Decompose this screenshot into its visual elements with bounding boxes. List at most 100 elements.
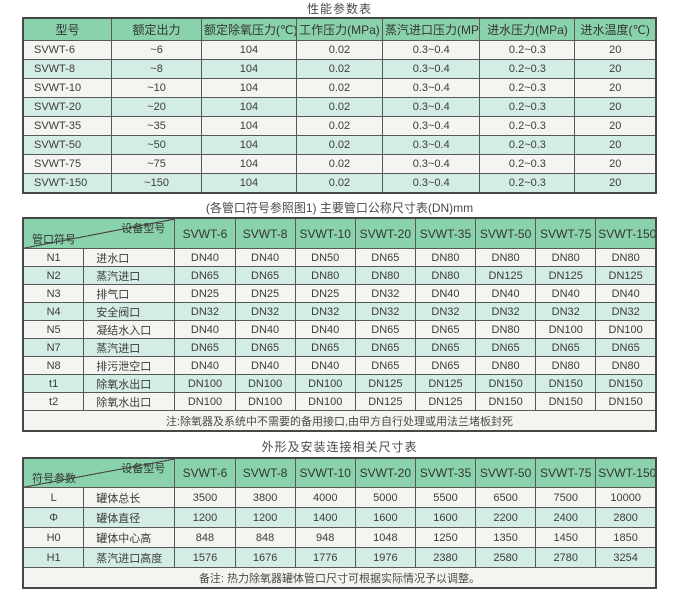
value-cell: 4000 bbox=[294, 487, 356, 508]
table-row: H0 罐体中心高 848 848 948 1048 1250 1350 1450 1850 bbox=[22, 527, 657, 548]
value-cell: 3254 bbox=[595, 547, 657, 568]
value-cell: 1576 bbox=[174, 547, 236, 568]
corner-top-label: 设备型号 bbox=[121, 223, 166, 235]
table-row: t1 除氧水出口 DN100 DN100 DN100 DN125 DN125 DN150 DN1… bbox=[22, 374, 657, 393]
value-cell: 2200 bbox=[475, 507, 537, 528]
row-code: N2 bbox=[22, 266, 85, 285]
value-cell: 1600 bbox=[414, 507, 477, 528]
value-cell: DN40 bbox=[174, 320, 236, 339]
value-cell: DN65 bbox=[475, 338, 537, 357]
value-cell: ~8 bbox=[111, 59, 202, 79]
value-cell: ~6 bbox=[111, 40, 202, 60]
value-cell: 0.02 bbox=[295, 173, 384, 194]
row-name: 罐体总长 bbox=[83, 487, 176, 508]
table-row: H1 蒸汽进口高度 1576 1676 1776 1976 2380 2580 2780 3254 bbox=[22, 547, 657, 568]
value-cell: 6500 bbox=[475, 487, 537, 508]
column-header: 额定出力 bbox=[111, 17, 202, 41]
value-cell: ~50 bbox=[111, 135, 202, 155]
value-cell: 5000 bbox=[354, 487, 416, 508]
value-cell: ~20 bbox=[111, 97, 202, 117]
value-cell: DN125 bbox=[414, 392, 477, 411]
value-cell: DN32 bbox=[475, 302, 537, 321]
table-row: SVWT-50 ~50 104 0.02 0.3~0.4 0.2~0.3 20 bbox=[22, 135, 657, 155]
column-header: 进水温度(℃) bbox=[574, 17, 657, 41]
value-cell: 0.2~0.3 bbox=[479, 59, 576, 79]
value-cell: DN25 bbox=[174, 284, 236, 303]
value-cell: 20 bbox=[574, 116, 657, 136]
value-cell: 1200 bbox=[174, 507, 236, 528]
model-header: SVWT-8 bbox=[234, 457, 296, 488]
value-cell: DN125 bbox=[354, 374, 416, 393]
row-name: 凝结水入口 bbox=[83, 320, 176, 339]
value-cell: DN80 bbox=[475, 248, 537, 267]
value-cell: 104 bbox=[200, 59, 297, 79]
value-cell: DN150 bbox=[595, 392, 657, 411]
value-cell: 104 bbox=[200, 78, 297, 98]
table-row: SVWT-20 ~20 104 0.02 0.3~0.4 0.2~0.3 20 bbox=[22, 97, 657, 117]
value-cell: DN100 bbox=[294, 392, 356, 411]
value-cell: DN80 bbox=[354, 266, 416, 285]
value-cell: 848 bbox=[174, 527, 236, 548]
value-cell: 0.3~0.4 bbox=[381, 116, 481, 136]
value-cell: DN25 bbox=[234, 284, 296, 303]
column-header: 型号 bbox=[22, 17, 113, 41]
table-row: L 罐体总长 3500 3800 4000 5000 5500 6500 7500 10000 bbox=[22, 487, 657, 508]
table-row: N3 排气口 DN25 DN25 DN25 DN32 DN40 DN40 DN40 DN40 bbox=[22, 284, 657, 303]
corner-bottom-label: 符号参数 bbox=[32, 473, 76, 485]
row-name: 排气口 bbox=[83, 284, 176, 303]
value-cell: DN65 bbox=[414, 338, 477, 357]
value-cell: DN65 bbox=[234, 338, 296, 357]
row-name: 蒸汽进口高度 bbox=[83, 547, 176, 568]
dimension-table-body: L 罐体总长 3500 3800 4000 5000 5500 6500 7500 10000 Φ 罐… bbox=[22, 487, 657, 568]
column-header: 工作压力(MPa) bbox=[295, 17, 384, 41]
value-cell: DN80 bbox=[595, 248, 657, 267]
table-row: SVWT-8 ~8 104 0.02 0.3~0.4 0.2~0.3 20 bbox=[22, 59, 657, 79]
value-cell: DN40 bbox=[234, 356, 296, 375]
value-cell: DN32 bbox=[294, 302, 356, 321]
value-cell: DN65 bbox=[535, 338, 597, 357]
value-cell: 0.3~0.4 bbox=[381, 40, 481, 60]
table-row: N7 蒸汽进口 DN65 DN65 DN65 DN65 DN65 DN65 DN65 DN65 bbox=[22, 338, 657, 357]
performance-table-title: 性能参数表 bbox=[306, 2, 372, 16]
value-cell: 0.02 bbox=[295, 97, 384, 117]
value-cell: DN125 bbox=[475, 266, 537, 285]
value-cell: 0.2~0.3 bbox=[479, 97, 576, 117]
value-cell: DN40 bbox=[234, 320, 296, 339]
corner-bottom-label: 管口符号 bbox=[32, 234, 76, 246]
table-row: N5 凝结水入口 DN40 DN40 DN40 DN65 DN65 DN80 DN100 DN10… bbox=[22, 320, 657, 339]
row-name: 进水口 bbox=[83, 248, 176, 267]
row-name: 除氧水出口 bbox=[83, 392, 176, 411]
value-cell: DN32 bbox=[595, 302, 657, 321]
model-header: SVWT-10 bbox=[294, 457, 356, 488]
value-cell: DN32 bbox=[535, 302, 597, 321]
value-cell: DN65 bbox=[414, 320, 477, 339]
value-cell: DN32 bbox=[414, 302, 477, 321]
value-cell: 10000 bbox=[595, 487, 657, 508]
value-cell: 1776 bbox=[294, 547, 356, 568]
value-cell: DN80 bbox=[294, 266, 356, 285]
value-cell: 0.02 bbox=[295, 154, 384, 174]
value-cell: DN100 bbox=[595, 320, 657, 339]
dimension-table: 设备型号 符号参数 SVWT-6 SVWT-8 SVWT-10 SVWT-20 SVWT… bbox=[22, 457, 657, 589]
value-cell: DN40 bbox=[595, 284, 657, 303]
value-cell: 5500 bbox=[414, 487, 477, 508]
value-cell: 0.3~0.4 bbox=[381, 78, 481, 98]
value-cell: DN100 bbox=[174, 392, 236, 411]
document-page: 性能参数表 型号 额定出力 额定除氧压力(℃) 工作压力(MPa) 蒸汽进口压力(MPa… bbox=[22, 2, 657, 589]
value-cell: DN65 bbox=[414, 356, 477, 375]
value-cell: 1676 bbox=[234, 547, 296, 568]
value-cell: ~10 bbox=[111, 78, 202, 98]
row-name: 蒸汽进口 bbox=[83, 266, 176, 285]
value-cell: 1350 bbox=[475, 527, 537, 548]
value-cell: DN125 bbox=[354, 392, 416, 411]
value-cell: 0.02 bbox=[295, 135, 384, 155]
value-cell: DN65 bbox=[595, 338, 657, 357]
dimension-corner-cell: 设备型号 符号参数 bbox=[22, 457, 176, 488]
row-code: N4 bbox=[22, 302, 85, 321]
value-cell: DN40 bbox=[414, 284, 477, 303]
model-header: SVWT-20 bbox=[354, 217, 416, 249]
row-code: N5 bbox=[22, 320, 85, 339]
table-row: SVWT-150 ~150 104 0.02 0.3~0.4 0.2~0.3 20 bbox=[22, 173, 657, 194]
value-cell: DN65 bbox=[354, 356, 416, 375]
value-cell: DN50 bbox=[294, 248, 356, 267]
